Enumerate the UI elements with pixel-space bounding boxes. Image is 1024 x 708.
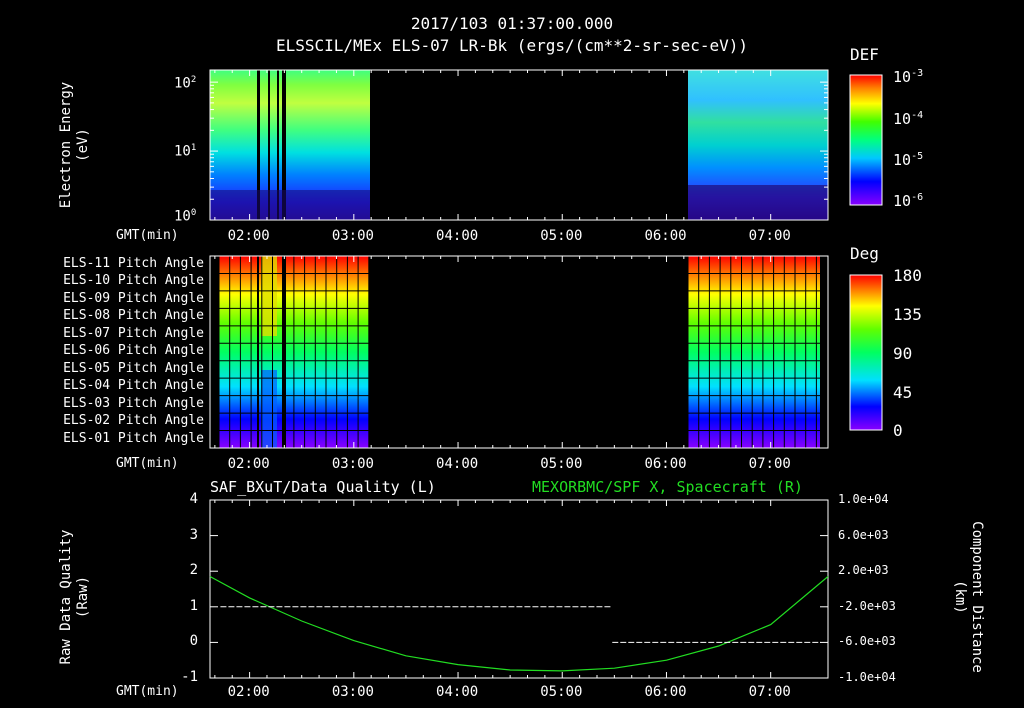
- pitch-row-label: ELS-01 Pitch Angle: [63, 430, 204, 446]
- p1-ytick-0: 102: [174, 75, 197, 92]
- time-tick-label: 04:00: [436, 228, 479, 244]
- time-tick-label: 04:00: [436, 684, 479, 700]
- pitch-angle-grid: [219, 256, 820, 448]
- deg-tick-0: 180: [893, 266, 922, 285]
- time-tick-label: 07:00: [748, 684, 791, 700]
- panel3-rlabel: Component Distance (km): [951, 497, 985, 697]
- spectrogram-gap-2: [268, 70, 270, 220]
- pitch-row-label: ELS-11 Pitch Angle: [63, 256, 204, 271]
- time-tick-label: 07:00: [748, 228, 791, 244]
- time-tick-label: 02:00: [227, 684, 270, 700]
- panel3-frame: [209, 499, 829, 679]
- panel1-ylabel-line1: Electron Energy: [58, 81, 74, 209]
- pitch-row-label: ELS-02 Pitch Angle: [63, 413, 204, 429]
- time-tick-label: 04:00: [436, 456, 479, 472]
- quality-tick-label: 2: [189, 562, 198, 579]
- panel3-rlabel-line1: Component Distance: [969, 521, 985, 673]
- panel1-ylabel-line2: (eV): [75, 128, 91, 162]
- energy-spectrogram: [210, 70, 828, 220]
- spectrogram-noise-1: [210, 190, 370, 220]
- distance-tick-label: 6.0e+03: [838, 527, 889, 542]
- time-axis-label: GMT(min): [116, 228, 179, 243]
- time-tick-label: 03:00: [331, 456, 374, 472]
- quality-tick-label: 0: [189, 633, 198, 650]
- panel3-ylabel-line1: Raw Data Quality: [58, 529, 74, 665]
- pitch-row-label: ELS-05 Pitch Angle: [63, 360, 204, 376]
- time-tick-label: 03:00: [331, 228, 374, 244]
- time-axis-label: GMT(min): [116, 684, 179, 699]
- distance-tick-label: 2.0e+03: [838, 563, 889, 578]
- time-tick-label: 03:00: [331, 684, 374, 700]
- time-tick-label: 02:00: [227, 456, 270, 472]
- panel3-rlabel-line2: (km): [952, 580, 968, 614]
- panel2-frame: [209, 255, 829, 449]
- axis-ticks: [210, 70, 828, 679]
- spf-x-series-line: [209, 575, 829, 672]
- pitch-hot-column: [261, 256, 277, 336]
- pitch-row-label: ELS-06 Pitch Angle: [63, 343, 204, 359]
- spectrogram-gap-4: [282, 70, 286, 220]
- pitch-gap-1: [257, 256, 259, 448]
- pitch-row-label: ELS-10 Pitch Angle: [63, 273, 204, 289]
- pitch-row-label: ELS-03 Pitch Angle: [63, 395, 204, 411]
- plot-subtitle: ELSSCIL/MEx ELS-07 LR-Bk (ergs/(cm**2-sr…: [275, 36, 748, 55]
- p1-ytick-1: 101: [174, 143, 197, 160]
- panel3-right-title: MEXORBMC/SPF X, Spacecraft (R): [532, 478, 803, 496]
- deg-tick-2: 90: [893, 344, 913, 363]
- pitch-cold-column: [261, 370, 277, 448]
- pitch-row-label: ELS-04 Pitch Angle: [63, 378, 204, 394]
- quality-tick-label: -1: [181, 669, 198, 685]
- data-quality-series-line: [220, 606, 821, 643]
- panel3-ylabel: Raw Data Quality (Raw): [58, 507, 92, 687]
- spectrogram-noise-2: [688, 185, 828, 220]
- distance-tick-label: -1.0e+04: [838, 670, 896, 684]
- panel3-ylabel-line2: (Raw): [75, 575, 91, 619]
- pitch-row-label: ELS-09 Pitch Angle: [63, 290, 204, 306]
- deg-tick-3: 45: [893, 383, 913, 402]
- pitch-row-label: ELS-08 Pitch Angle: [63, 308, 204, 324]
- time-tick-label: 02:00: [227, 228, 270, 244]
- deg-tick-4: 0: [893, 421, 903, 440]
- time-tick-label: 05:00: [540, 228, 583, 244]
- quality-tick-label: 1: [189, 597, 198, 614]
- time-tick-label: 05:00: [540, 684, 583, 700]
- quality-tick-label: 3: [189, 526, 198, 543]
- def-tick-2: 10-5: [893, 151, 924, 169]
- spectrogram-gap-1: [257, 70, 260, 220]
- deg-colorbar: [849, 274, 883, 431]
- deg-tick-1: 135: [893, 305, 922, 324]
- pitch-row-label: ELS-07 Pitch Angle: [63, 325, 204, 341]
- time-tick-label: 06:00: [644, 228, 687, 244]
- pitch-gap-2: [282, 256, 286, 448]
- time-tick-label: 06:00: [644, 684, 687, 700]
- time-tick-label: 07:00: [748, 456, 791, 472]
- def-colorbar: [849, 74, 883, 206]
- plot-datetime: 2017/103 01:37:00.000: [410, 14, 614, 33]
- distance-tick-label: -6.0e+03: [838, 634, 896, 649]
- quality-tick-label: 4: [189, 491, 198, 507]
- time-tick-label: 06:00: [644, 456, 687, 472]
- panel1-frame: [209, 69, 829, 221]
- p1-ytick-2: 100: [174, 208, 197, 225]
- time-tick-label: 05:00: [540, 456, 583, 472]
- panel3-left-title: SAF_BXuT/Data Quality (L): [210, 478, 436, 496]
- pitch-block-2: [688, 256, 820, 448]
- deg-colorbar-title: Deg: [850, 244, 879, 263]
- time-axis-label: GMT(min): [116, 456, 179, 471]
- spectrogram-gap-3: [277, 70, 279, 220]
- def-tick-3: 10-6: [893, 192, 924, 210]
- distance-tick-label: 1.0e+04: [838, 492, 889, 506]
- def-tick-1: 10-4: [893, 110, 924, 128]
- pitch-grid-lines: [218, 256, 820, 448]
- distance-tick-label: -2.0e+03: [838, 598, 896, 613]
- def-tick-0: 10-3: [893, 68, 924, 86]
- panel1-ylabel: Electron Energy (eV): [58, 50, 92, 240]
- def-colorbar-title: DEF: [850, 45, 879, 64]
